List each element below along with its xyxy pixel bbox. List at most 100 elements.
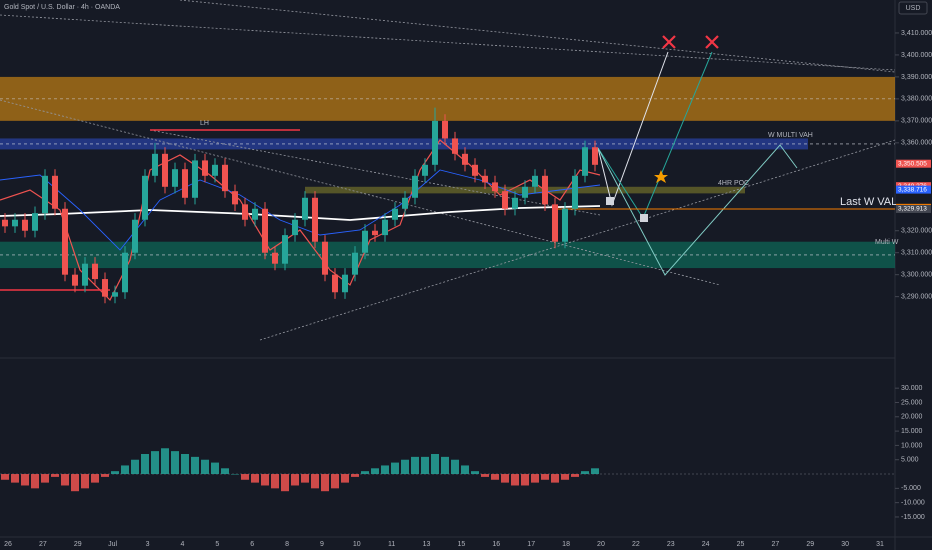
candle-body	[62, 208, 68, 275]
x-tick-label: 5	[215, 541, 219, 548]
macd-bar	[191, 456, 199, 475]
x-tick-label: 29	[74, 541, 82, 548]
candle-body	[122, 252, 128, 293]
candle-body	[322, 241, 328, 275]
macd-bar	[231, 474, 239, 475]
macd-bar	[431, 453, 439, 475]
macd-bar	[521, 474, 529, 486]
macd-bar	[311, 474, 319, 489]
candle-body	[392, 208, 398, 220]
trendline	[0, 14, 896, 71]
macd-bar	[51, 474, 59, 477]
candle-body	[452, 138, 458, 154]
candle-body	[272, 252, 278, 264]
macd: 30.000 25.000 20.000 15.000 10.000 5.000 -5.00…	[0, 385, 925, 521]
candle-body	[402, 197, 408, 209]
macd-bar	[381, 465, 389, 475]
x-tick-label: 15	[458, 541, 466, 548]
check-icon	[606, 197, 614, 205]
macd-bar	[61, 474, 69, 486]
candle-body	[32, 213, 38, 231]
candle-body	[382, 219, 388, 236]
candle-body	[312, 197, 318, 242]
candle-body	[372, 230, 378, 236]
drawings	[0, 0, 896, 341]
candle-body	[562, 208, 568, 242]
candle-body	[202, 160, 208, 176]
x-tick-label: 20	[597, 541, 605, 548]
candle-body	[172, 169, 178, 187]
macd-bar	[531, 474, 539, 483]
x-tick-label: 10	[353, 541, 361, 548]
candle-body	[242, 204, 248, 220]
candle-body	[302, 197, 308, 220]
annotation: W MULTI VAH	[768, 132, 813, 139]
candle-body	[112, 292, 118, 297]
candle-body	[102, 279, 108, 297]
y-tick-label: -5.000	[901, 485, 921, 492]
x-tick-label: 22	[632, 541, 640, 548]
x-tick-label: 6	[250, 541, 254, 548]
candle-body	[192, 160, 198, 198]
candle-body	[142, 175, 148, 220]
macd-bar	[241, 474, 249, 480]
candle-body	[42, 175, 48, 214]
y-tick-label: 15.000	[901, 428, 923, 435]
macd-bar	[91, 474, 99, 483]
candle-body	[282, 235, 288, 264]
macd-bar	[401, 459, 409, 475]
candle-body	[12, 219, 18, 227]
macd-bar	[251, 474, 259, 483]
target-cross	[662, 35, 719, 49]
candle-body	[432, 120, 438, 165]
candle-body	[162, 153, 168, 187]
candle-body	[182, 169, 188, 198]
macd-bar	[131, 459, 139, 475]
x-tick-label: 8	[285, 541, 289, 548]
macd-bar	[261, 474, 269, 486]
x-tick-label: 27	[771, 541, 779, 548]
x-tick-label: Jul	[108, 541, 117, 548]
candle-body	[582, 147, 588, 176]
macd-bar	[351, 474, 359, 477]
y-tick-label: -15.000	[901, 514, 925, 521]
macd-bar	[181, 453, 189, 475]
macd-bar	[81, 474, 89, 489]
candle-body	[412, 175, 418, 198]
candle-body	[572, 175, 578, 209]
x-tick-label: 4	[180, 541, 184, 548]
candle-body	[352, 252, 358, 275]
moving-average	[0, 169, 601, 251]
y-tick-label: 3,400.000	[901, 52, 932, 59]
macd-bar	[121, 465, 129, 475]
candle-body	[492, 182, 498, 192]
macd-bar	[341, 474, 349, 483]
macd-bar	[271, 474, 279, 489]
y-tick-label: -10.000	[901, 500, 925, 507]
candle-body	[292, 219, 298, 236]
moving-average	[0, 205, 601, 221]
macd-bar	[331, 474, 339, 489]
macd-bar	[211, 462, 219, 475]
macd-bar	[221, 468, 229, 475]
macd-bar	[201, 459, 209, 475]
macd-bar	[371, 468, 379, 475]
y-tick-label: 3,390.000	[901, 74, 932, 81]
x-tick-label: 31	[876, 541, 884, 548]
macd-bar	[451, 459, 459, 475]
candle-body	[462, 153, 468, 165]
y-tick-label: 25.000	[901, 399, 923, 406]
y-tick-label: 3,380.000	[901, 96, 932, 103]
x-tick-label: 9	[320, 541, 324, 548]
macd-bar	[11, 474, 19, 483]
macd-bar	[471, 471, 479, 475]
price-tag	[896, 159, 931, 168]
x-tick-label: 29	[806, 541, 814, 548]
macd-bar	[21, 474, 29, 486]
macd-bar	[571, 474, 579, 477]
x-tick-label: 13	[423, 541, 431, 548]
macd-bar	[561, 474, 569, 480]
annotation: Multi W	[875, 239, 899, 246]
y-tick-label: 3,310.000	[901, 250, 932, 257]
